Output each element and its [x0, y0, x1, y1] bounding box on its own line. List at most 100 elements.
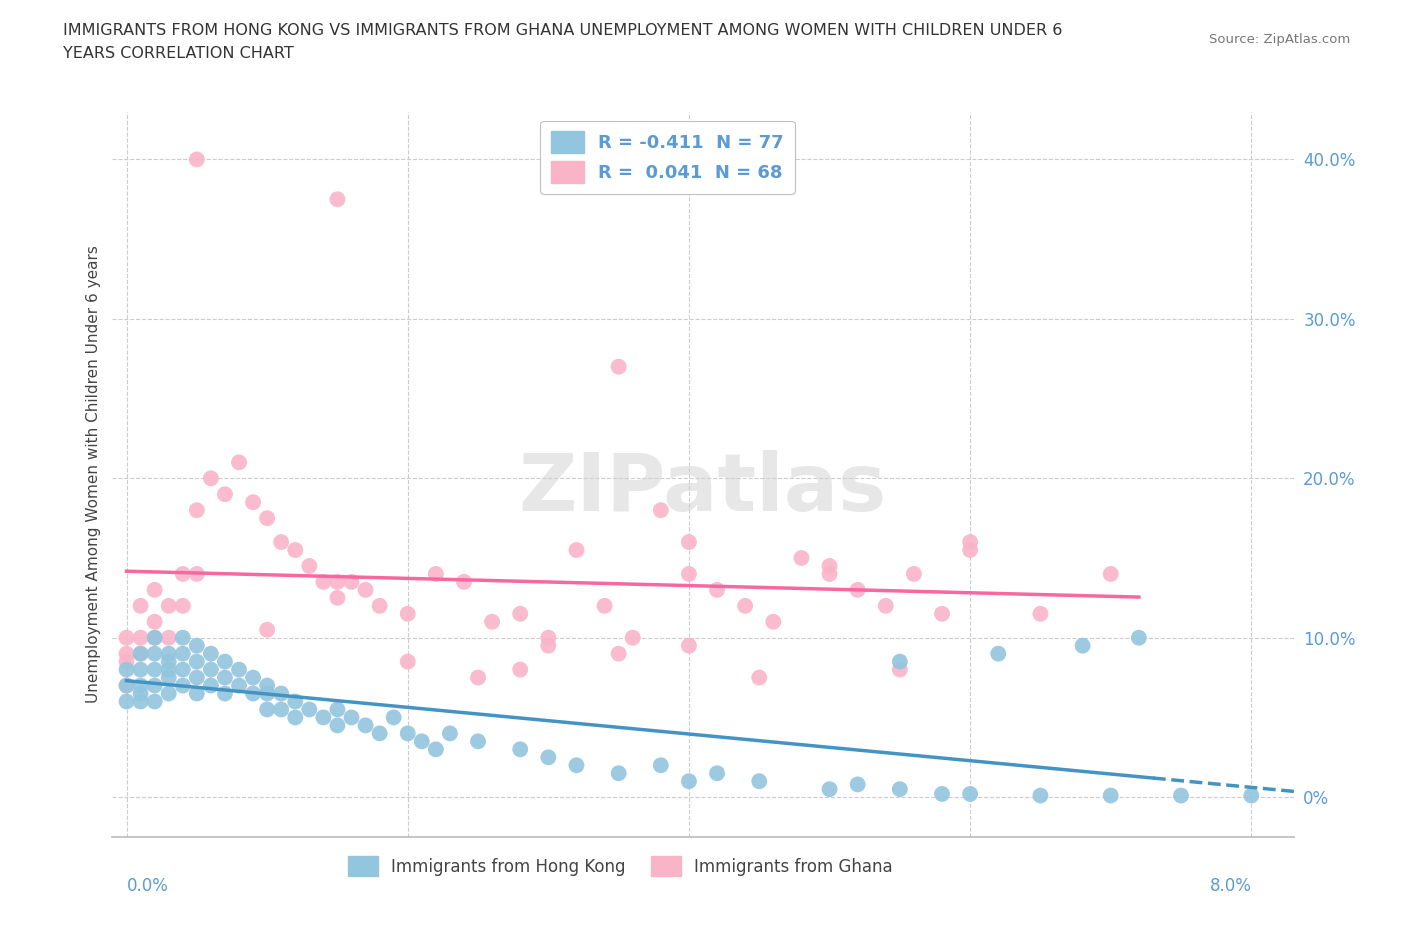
Point: [931, 787, 953, 802]
Point: [411, 734, 433, 749]
Point: [312, 575, 335, 590]
Point: [214, 686, 236, 701]
Text: YEARS CORRELATION CHART: YEARS CORRELATION CHART: [63, 46, 294, 61]
Point: [143, 678, 166, 693]
Point: [157, 598, 180, 613]
Point: [368, 598, 391, 613]
Point: [242, 671, 264, 685]
Point: [931, 606, 953, 621]
Point: [284, 694, 307, 709]
Point: [186, 152, 208, 166]
Point: [889, 662, 911, 677]
Point: [565, 758, 588, 773]
Point: [439, 726, 461, 741]
Point: [326, 702, 349, 717]
Point: [607, 646, 630, 661]
Point: [186, 566, 208, 581]
Point: [143, 582, 166, 597]
Point: [200, 646, 222, 661]
Point: [186, 686, 208, 701]
Point: [214, 671, 236, 685]
Point: [959, 542, 981, 557]
Point: [270, 535, 292, 550]
Point: [959, 787, 981, 802]
Point: [326, 192, 349, 206]
Point: [143, 615, 166, 630]
Point: [537, 750, 560, 764]
Point: [172, 598, 194, 613]
Point: [790, 551, 813, 565]
Point: [312, 710, 335, 724]
Point: [214, 486, 236, 501]
Point: [157, 686, 180, 701]
Point: [1240, 788, 1263, 803]
Point: [115, 654, 138, 669]
Point: [115, 694, 138, 709]
Point: [607, 765, 630, 780]
Point: [129, 646, 152, 661]
Point: [818, 566, 841, 581]
Point: [172, 566, 194, 581]
Point: [481, 615, 503, 630]
Text: 8.0%: 8.0%: [1209, 877, 1251, 895]
Point: [1029, 606, 1052, 621]
Point: [678, 774, 700, 789]
Text: IMMIGRANTS FROM HONG KONG VS IMMIGRANTS FROM GHANA UNEMPLOYMENT AMONG WOMEN WITH: IMMIGRANTS FROM HONG KONG VS IMMIGRANTS …: [63, 23, 1063, 38]
Y-axis label: Unemployment Among Women with Children Under 6 years: Unemployment Among Women with Children U…: [86, 246, 101, 703]
Point: [143, 694, 166, 709]
Point: [172, 662, 194, 677]
Point: [396, 654, 419, 669]
Point: [537, 638, 560, 653]
Point: [678, 566, 700, 581]
Point: [115, 662, 138, 677]
Point: [129, 631, 152, 645]
Point: [846, 582, 869, 597]
Point: [115, 678, 138, 693]
Point: [509, 742, 531, 757]
Point: [903, 566, 925, 581]
Point: [354, 582, 377, 597]
Text: 0.0%: 0.0%: [127, 877, 169, 895]
Point: [959, 535, 981, 550]
Point: [200, 471, 222, 485]
Point: [382, 710, 405, 724]
Point: [256, 702, 278, 717]
Point: [650, 758, 672, 773]
Point: [509, 606, 531, 621]
Point: [228, 662, 250, 677]
Point: [650, 503, 672, 518]
Point: [748, 774, 770, 789]
Point: [1029, 788, 1052, 803]
Point: [129, 678, 152, 693]
Point: [157, 646, 180, 661]
Point: [678, 535, 700, 550]
Point: [326, 591, 349, 605]
Point: [298, 702, 321, 717]
Point: [172, 631, 194, 645]
Point: [186, 654, 208, 669]
Point: [706, 582, 728, 597]
Point: [172, 678, 194, 693]
Point: [818, 559, 841, 574]
Point: [678, 638, 700, 653]
Point: [115, 631, 138, 645]
Point: [734, 598, 756, 613]
Point: [270, 686, 292, 701]
Point: [157, 631, 180, 645]
Point: [846, 777, 869, 791]
Point: [537, 631, 560, 645]
Point: [284, 542, 307, 557]
Point: [228, 678, 250, 693]
Point: [115, 678, 138, 693]
Point: [368, 726, 391, 741]
Point: [593, 598, 616, 613]
Point: [200, 678, 222, 693]
Point: [818, 782, 841, 797]
Point: [565, 542, 588, 557]
Point: [396, 726, 419, 741]
Point: [1128, 631, 1150, 645]
Point: [467, 734, 489, 749]
Point: [987, 646, 1010, 661]
Point: [242, 686, 264, 701]
Point: [256, 622, 278, 637]
